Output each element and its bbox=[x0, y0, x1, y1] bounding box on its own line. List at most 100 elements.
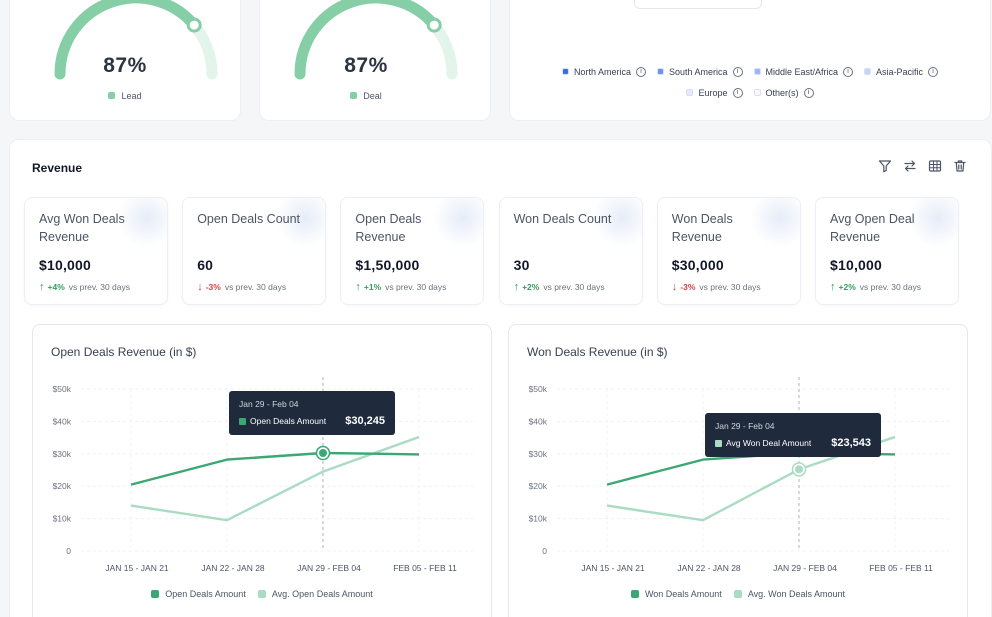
table-icon[interactable] bbox=[928, 159, 942, 173]
kpi-change-pct: +1% bbox=[363, 282, 382, 292]
info-icon[interactable]: i bbox=[732, 67, 743, 77]
tooltip-swatch bbox=[715, 439, 722, 447]
tooltip-label: Avg Won Deal Amount bbox=[726, 438, 812, 448]
kpi-change-note: vs prev. 30 days bbox=[68, 282, 131, 292]
kpi-change-pct: -3% bbox=[205, 282, 221, 292]
lead-gauge-legend: Lead bbox=[10, 91, 240, 101]
kpi-change: ↑ +4% vs prev. 30 days bbox=[39, 281, 130, 293]
kpi-card: Open Deals Count 60 ↓ -3% vs prev. 30 days bbox=[182, 197, 327, 305]
info-icon[interactable]: i bbox=[843, 67, 854, 77]
tooltip-label: Open Deals Amount bbox=[250, 416, 327, 426]
region-swatch bbox=[656, 67, 664, 75]
kpi-change: ↑ +2% vs prev. 30 days bbox=[830, 281, 921, 293]
hover-point bbox=[319, 449, 327, 458]
region-label: Other(s) bbox=[765, 88, 799, 98]
legend-open-deals-amount[interactable]: Open Deals Amount bbox=[151, 589, 246, 599]
tooltip-value: $23,543 bbox=[831, 437, 871, 449]
legend-avg-open-deals-amount[interactable]: Avg. Open Deals Amount bbox=[257, 589, 373, 599]
tooltip-range: Jan 29 - Feb 04 bbox=[715, 421, 775, 431]
tooltip-swatch bbox=[239, 417, 246, 425]
y-tick-label: $10k bbox=[529, 514, 548, 524]
x-tick-label: JAN 29 - FEB 04 bbox=[297, 563, 361, 573]
y-tick-label: 0 bbox=[66, 546, 71, 556]
info-icon[interactable]: i bbox=[732, 88, 743, 98]
kpi-change: ↓ -3% vs prev. 30 days bbox=[672, 281, 761, 293]
trend-arrow-icon: ↑ bbox=[355, 281, 361, 293]
region-swatch bbox=[864, 67, 872, 75]
filter-icon[interactable] bbox=[878, 159, 892, 173]
lead-gauge-card: 87% Lead bbox=[9, 0, 241, 121]
x-tick-label: JAN 15 - JAN 21 bbox=[105, 563, 169, 573]
region-label: Middle East/Africa bbox=[765, 67, 839, 77]
kpi-title: Open Deals Revenue bbox=[355, 212, 422, 244]
region-chart-card: North America i South America i Middle East/… bbox=[509, 0, 991, 121]
y-tick-label: $30k bbox=[53, 449, 72, 459]
region-label: Asia-Pacific bbox=[876, 67, 924, 77]
revenue-section: Revenue Avg Won Deals Revenue $10,000 ↑ +4%… bbox=[9, 139, 992, 617]
kpi-title: Won Deals Count bbox=[513, 212, 612, 226]
region-legend-item[interactable]: South America i bbox=[656, 67, 743, 77]
legend-avg-won-deals-amount[interactable]: Avg. Won Deals Amount bbox=[733, 589, 845, 599]
info-icon[interactable]: i bbox=[803, 88, 814, 98]
won-deals-legend: Won Deals Amount Avg. Won Deals Amount bbox=[509, 589, 967, 599]
revenue-title: Revenue bbox=[32, 161, 83, 175]
y-tick-label: $20k bbox=[53, 481, 72, 491]
region-swatch bbox=[753, 88, 761, 96]
y-tick-label: $50k bbox=[529, 384, 548, 394]
kpi-card: Open Deals Revenue $1,50,000 ↑ +1% vs prev. … bbox=[340, 197, 485, 305]
y-tick-label: $50k bbox=[53, 384, 72, 394]
deal-gauge-fill bbox=[294, 0, 440, 80]
open-deals-tooltip: Jan 29 - Feb 04 Open Deals Amount $30,245 bbox=[229, 391, 395, 435]
kpi-title: Avg Won Deals Revenue bbox=[39, 212, 125, 244]
region-legend-item[interactable]: Other(s) i bbox=[753, 88, 814, 98]
lead-gauge-percent: 87% bbox=[103, 54, 147, 77]
trash-icon[interactable] bbox=[953, 159, 967, 173]
series-line-1 bbox=[130, 435, 420, 522]
kpi-change-pct: +2% bbox=[838, 282, 856, 292]
info-icon[interactable]: i bbox=[635, 67, 646, 77]
kpi-change-pct: -3% bbox=[680, 282, 696, 292]
region-dropdown[interactable] bbox=[634, 0, 762, 9]
info-icon[interactable]: i bbox=[928, 67, 939, 77]
lead-gauge-fill bbox=[54, 0, 200, 80]
kpi-change-note: vs prev. 30 days bbox=[224, 282, 287, 292]
kpi-card: Avg Open Deal Revenue $10,000 ↑ +2% vs prev.… bbox=[815, 197, 959, 305]
open-deals-chart-card: Open Deals Revenue (in $) $50k $40k $30k $2… bbox=[32, 324, 492, 617]
region-legend-row-1: North America i South America i Middle East/… bbox=[510, 67, 990, 77]
series-line-0 bbox=[130, 451, 420, 486]
lead-legend-label: Lead bbox=[121, 91, 142, 101]
region-legend-item[interactable]: Europe i bbox=[686, 88, 743, 98]
deal-legend-swatch bbox=[350, 92, 358, 100]
region-legend-item[interactable]: North America i bbox=[561, 67, 646, 77]
kpi-value: $1,50,000 bbox=[355, 257, 420, 273]
trend-arrow-icon: ↓ bbox=[671, 281, 678, 293]
swap-icon[interactable] bbox=[903, 159, 917, 173]
y-tick-label: $20k bbox=[529, 481, 548, 491]
kpi-title: Open Deals Count bbox=[197, 212, 301, 226]
tooltip-value: $30,245 bbox=[345, 415, 385, 427]
y-tick-label: $40k bbox=[529, 416, 548, 426]
legend-won-deals-amount[interactable]: Won Deals Amount bbox=[630, 589, 722, 599]
kpi-value: 60 bbox=[197, 257, 214, 273]
region-label: Europe bbox=[698, 88, 728, 98]
open-deals-legend: Open Deals Amount Avg. Open Deals Amount bbox=[33, 589, 491, 599]
series-line-0 bbox=[606, 451, 896, 486]
x-tick-label: FEB 05 - FEB 11 bbox=[869, 563, 933, 573]
region-legend-item[interactable]: Asia-Pacific i bbox=[864, 67, 939, 77]
x-tick-label: JAN 15 - JAN 21 bbox=[581, 563, 645, 573]
kpi-card: Won Deals Count 30 ↑ +2% vs prev. 30 days bbox=[498, 197, 643, 305]
trend-arrow-icon: ↑ bbox=[830, 281, 836, 293]
region-swatch bbox=[686, 88, 694, 96]
kpi-change-pct: +2% bbox=[522, 282, 540, 292]
kpi-card: Won Deals Revenue $30,000 ↓ -3% vs prev. 30 … bbox=[656, 197, 801, 305]
y-tick-label: 0 bbox=[542, 546, 547, 556]
hover-point bbox=[795, 465, 803, 474]
kpi-change: ↑ +1% vs prev. 30 days bbox=[355, 281, 446, 293]
region-legend-item[interactable]: Middle East/Africa i bbox=[753, 67, 854, 77]
deal-gauge bbox=[294, 0, 458, 80]
region-label: North America bbox=[573, 67, 631, 77]
kpi-change: ↑ +2% vs prev. 30 days bbox=[514, 281, 605, 293]
lead-legend-swatch bbox=[108, 92, 116, 100]
kpi-change-note: vs prev. 30 days bbox=[543, 282, 605, 292]
open-deals-chart: $50k $40k $30k $20k $10k 0 JAN 15 - JAN 21 JAN … bbox=[53, 377, 473, 573]
